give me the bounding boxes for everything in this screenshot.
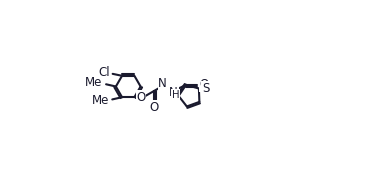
Text: O: O [137, 91, 146, 104]
Text: S: S [202, 82, 209, 95]
Text: O: O [149, 101, 159, 114]
Text: Cl: Cl [99, 66, 110, 79]
Text: Me: Me [92, 94, 109, 107]
Text: H: H [161, 80, 169, 90]
Text: N: N [169, 86, 178, 99]
Text: H: H [172, 90, 180, 100]
Text: Me: Me [85, 76, 103, 89]
Text: O: O [200, 78, 209, 91]
Text: N: N [158, 77, 167, 90]
